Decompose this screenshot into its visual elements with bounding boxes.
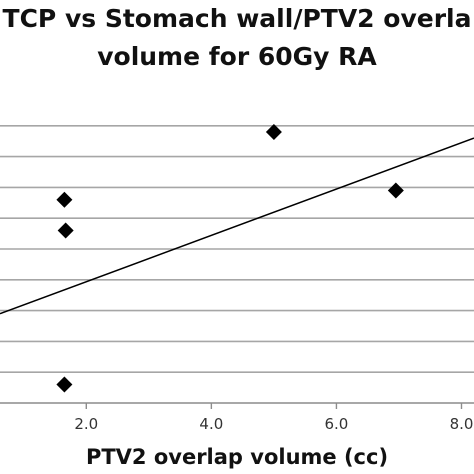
x-tick-label: 2.0	[74, 415, 98, 433]
x-axis-label: PTV2 overlap volume (cc)	[85, 445, 389, 469]
data-point	[387, 182, 404, 199]
chart-title: TCP vs Stomach wall/PTV2 overla	[2, 4, 472, 33]
data-point	[57, 222, 74, 239]
data-point	[56, 191, 73, 208]
trendline	[0, 137, 474, 315]
chart-subtitle: volume for 60Gy RA	[97, 42, 377, 71]
x-tick-label: 6.0	[324, 415, 348, 433]
data-point	[56, 376, 73, 393]
x-tick-label: 4.0	[199, 415, 223, 433]
data-point	[265, 123, 282, 140]
x-tick-label: 8.0	[450, 415, 474, 433]
